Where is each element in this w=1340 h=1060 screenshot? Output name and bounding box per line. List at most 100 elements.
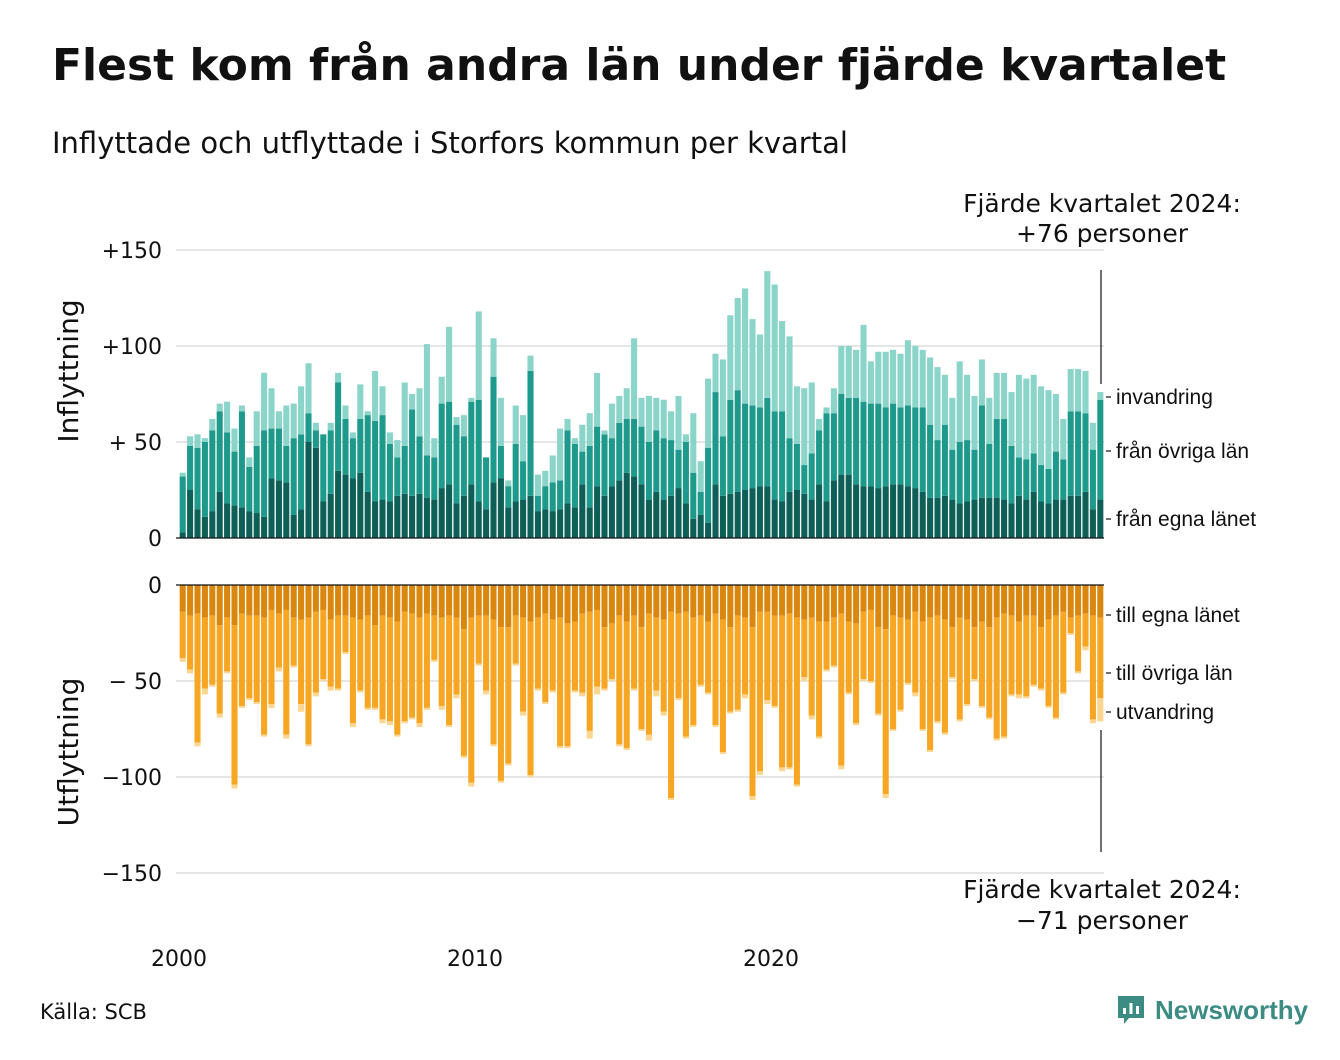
series-label: utvandring (1116, 701, 1214, 724)
bar-segment (912, 407, 919, 489)
bar-segment (645, 613, 652, 735)
bar-segment (904, 340, 911, 406)
bar-segment (934, 440, 941, 498)
bar-segment (179, 472, 186, 477)
bar-segment (571, 621, 578, 691)
bar-segment (224, 401, 231, 433)
bar-segment (483, 615, 490, 691)
y-tick-label: −100 (102, 766, 162, 791)
bar-segment (845, 397, 852, 475)
bar-segment (201, 516, 208, 538)
bar-segment (712, 613, 719, 726)
bar-segment (712, 392, 719, 485)
bar-segment (601, 495, 608, 538)
bar-segment (875, 627, 882, 714)
bar-segment (986, 717, 993, 720)
bar-segment (579, 613, 586, 693)
bar-segment (1082, 585, 1089, 614)
bar-segment (934, 615, 941, 722)
bar-segment (734, 709, 741, 712)
bar-segment (601, 688, 608, 691)
bar-segment (956, 503, 963, 538)
bar-segment (623, 585, 630, 622)
bar-segment (890, 585, 897, 616)
bar-segment (682, 434, 689, 442)
bar-segment (1038, 386, 1045, 466)
bar-segment (1075, 369, 1082, 412)
bar-segment (771, 615, 778, 706)
bar-segment (275, 667, 282, 672)
bar-segment (246, 457, 253, 467)
bar-segment (653, 690, 660, 697)
bar-segment (253, 615, 260, 703)
bar-segment (423, 585, 430, 614)
bar-segment (557, 509, 564, 538)
bar-segment (372, 585, 379, 626)
bar-segment (971, 449, 978, 500)
bar-segment (209, 511, 216, 538)
bar-segment (1052, 717, 1059, 720)
bar-segment (631, 338, 638, 419)
bar-segment (312, 447, 319, 538)
bar-segment (697, 491, 704, 515)
bar-segment (312, 585, 319, 612)
bar-segment (808, 453, 815, 500)
bar-segment (349, 617, 356, 724)
bar-segment (645, 585, 652, 614)
bar-segment (934, 497, 941, 538)
bar-segment (224, 671, 231, 674)
bar-segment (409, 585, 416, 614)
bar-segment (586, 585, 593, 612)
bar-segment (216, 403, 223, 412)
bar-segment (490, 619, 497, 745)
bar-segment (534, 585, 541, 618)
bar-segment (808, 715, 815, 720)
bar-segment (860, 585, 867, 612)
bar-segment (853, 723, 860, 726)
bar-segment (320, 585, 327, 610)
bar-segment (238, 507, 245, 538)
bar-segment (668, 411, 675, 441)
bar-segment (779, 585, 786, 616)
bar-segment (727, 399, 734, 494)
bar-segment (261, 516, 268, 538)
bar-segment (823, 621, 830, 670)
bar-segment (638, 484, 645, 538)
bar-segment (320, 609, 327, 680)
bar-segment (179, 476, 186, 533)
bar-segment (1038, 501, 1045, 538)
bar-segment (209, 585, 216, 616)
bar-segment (719, 359, 726, 437)
brand-logo[interactable]: Newsworthy (1116, 994, 1308, 1026)
series-label: till övriga län (1116, 662, 1233, 685)
bar-segment (1052, 615, 1059, 718)
bar-segment (431, 585, 438, 616)
bar-segment (475, 399, 482, 502)
bar-segment (964, 374, 971, 441)
bar-segment (216, 625, 223, 714)
bar-segment (638, 585, 645, 628)
bar-segment (238, 411, 245, 508)
bar-segment (423, 344, 430, 456)
bar-segment (534, 617, 541, 689)
bar-segment (490, 744, 497, 747)
bar-segment (557, 617, 564, 747)
bar-segment (719, 436, 726, 496)
bar-segment (349, 438, 356, 479)
bar-segment (853, 623, 860, 724)
bar-segment (201, 688, 208, 695)
bar-segment (986, 585, 993, 628)
bar-segment (446, 615, 453, 726)
bar-segment (734, 491, 741, 538)
bar-segment (571, 585, 578, 622)
bar-segment (919, 621, 926, 729)
x-tick-label: 2020 (743, 947, 799, 972)
bar-segment (1052, 451, 1059, 500)
bar-segment (1052, 499, 1059, 538)
series-label: från övriga län (1116, 440, 1249, 463)
bar-segment (357, 619, 364, 691)
bar-segment (512, 615, 519, 664)
bar-segment (993, 617, 1000, 739)
bar-segment (594, 686, 601, 695)
bar-segment (357, 418, 364, 473)
